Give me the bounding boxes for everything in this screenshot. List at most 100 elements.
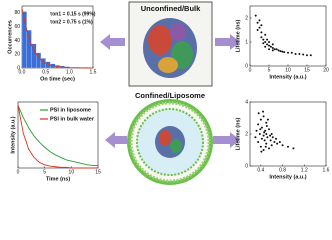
x-axis-label: Intensity (a.u.) [269,74,306,80]
point [264,33,267,36]
fit-curve [21,8,94,69]
x-tick-label: 20 [323,67,329,73]
x-tick-label: 1.5 [90,69,97,75]
point [306,54,308,57]
y-tick-label: 20 [14,52,20,58]
point [262,38,265,41]
point [294,53,297,55]
point [269,139,272,142]
x-tick-label: 1.0 [66,69,73,75]
x-tick-label: 1.6 [323,167,330,173]
point [281,144,284,147]
point [265,142,268,145]
annotation: τon1 = 0.15 s (99%) [50,11,96,17]
point [262,110,265,113]
arrow [100,34,125,50]
point [275,137,278,140]
point [258,19,261,22]
point [257,141,260,143]
line [17,104,98,166]
y-axis-label: Lifetime (ns) [235,19,241,52]
legend-label: PSI in bulk water [50,116,95,122]
point [262,134,265,137]
y-tick-label: 2 [245,131,248,137]
point [256,29,259,31]
point [254,136,257,139]
point [273,141,276,143]
line [17,105,98,169]
point [259,118,262,121]
x-tick-label: 0.4 [257,167,264,173]
x-axis-label: Intensity (a.u.) [269,174,306,180]
point [260,36,263,39]
point [263,139,266,142]
point [260,150,263,153]
y-axis-label: Intensity (a.u.) [10,116,16,153]
y-axis-label: Occurrences [7,20,13,54]
point [257,112,260,115]
point [266,43,269,46]
figure: Unconfined/Bulk Confined/Liposome 0.0 0.5… [7,1,330,185]
point [270,144,273,147]
point [270,133,273,135]
point [255,129,258,132]
arrow [213,132,240,148]
x-tick-label: 5 [268,67,271,73]
point [266,118,269,121]
protein [143,18,197,78]
point [258,26,261,29]
y-tick-label: 60 [14,24,20,30]
point [260,24,263,27]
point [257,123,260,126]
y-tick-label: 0 [245,163,248,169]
point [290,51,293,54]
legend-label: PSI in liposome [50,107,91,113]
y-axis-label: Lifetime (ns) [235,117,241,150]
point [262,149,265,151]
point [262,42,265,45]
point [268,41,270,43]
plot-frame [17,101,99,169]
point [264,45,267,48]
x-tick-label: 15 [304,67,310,73]
y-tick-label: 40 [14,38,20,44]
y-tick-label: 0 [245,63,248,69]
point [269,134,272,137]
point [263,131,266,134]
point [271,49,274,52]
point [258,133,261,135]
point [264,145,267,148]
point [265,133,268,135]
point [265,125,268,127]
point [277,49,280,52]
x-tick-label: 0 [249,67,252,73]
plot-frame [249,5,327,67]
x-tick-label: 0.0 [19,69,26,75]
y-tick-label: 1 [245,39,248,45]
point [271,136,274,139]
point [302,53,305,56]
bar [26,30,32,69]
point [268,44,270,47]
point [268,48,270,51]
x-tick-label: 0.5 [42,69,49,75]
y-tick-label: 2 [245,15,248,21]
x-tick-label: 10 [69,169,75,175]
point [309,54,312,57]
point [259,145,262,148]
arrow [105,132,127,148]
point [260,137,263,140]
arrows [100,34,240,148]
x-tick-label: 0 [17,169,20,175]
x-axis-label: On time (sec) [40,76,75,82]
point [256,21,259,24]
x-tick-label: 10 [285,67,291,73]
point [279,50,282,53]
x-tick-label: 0.8 [279,167,286,173]
point [266,38,269,41]
bottom-label: Confined/Liposome [135,91,205,100]
y-tick-label: 80 [14,10,20,16]
point [271,47,274,49]
point [271,43,274,46]
top-label: Unconfined/Bulk [141,4,201,13]
